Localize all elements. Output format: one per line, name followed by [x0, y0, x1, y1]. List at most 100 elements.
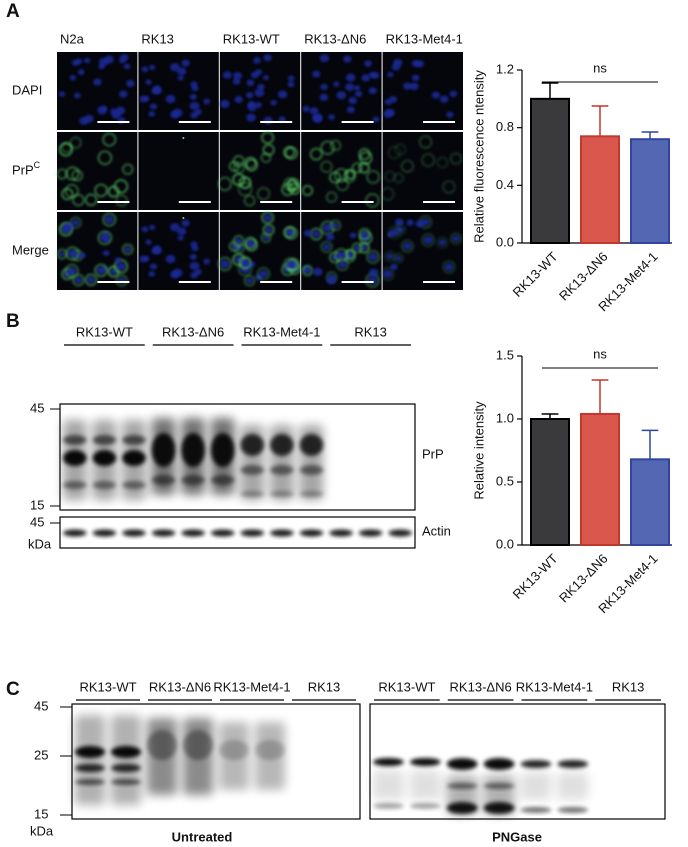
- blot-band: [111, 746, 141, 758]
- significance-label: ns: [593, 346, 607, 361]
- micrograph: [57, 52, 138, 130]
- nucleus: [189, 93, 197, 100]
- nucleus: [116, 262, 126, 271]
- blot-band: [181, 433, 205, 467]
- nucleus: [235, 237, 243, 245]
- prp-stain: [122, 243, 134, 255]
- nucleus: [360, 231, 369, 238]
- prp-stain: [58, 142, 73, 157]
- prp-stain: [301, 184, 314, 197]
- nucleus: [254, 101, 262, 108]
- prp-stain: [380, 187, 395, 201]
- nucleus: [285, 229, 293, 236]
- blot-smear: [75, 715, 105, 805]
- blot-band: [92, 450, 117, 466]
- nucleus: [222, 71, 232, 79]
- prp-stain: [449, 232, 463, 245]
- prp-stain: [182, 137, 185, 139]
- prp-stain: [260, 152, 272, 163]
- prp-stain: [61, 188, 74, 201]
- nucleus: [263, 214, 272, 222]
- nucleus: [165, 94, 176, 104]
- marker-label: 45: [34, 698, 48, 713]
- blot-band: [75, 764, 105, 772]
- micrograph: [301, 52, 382, 130]
- lane-group-label: RK13: [354, 324, 387, 339]
- nucleus: [176, 67, 187, 76]
- nucleus: [141, 226, 149, 233]
- marker-label: 45: [30, 400, 44, 415]
- nucleus: [347, 251, 354, 257]
- blot-band: [483, 758, 515, 770]
- nucleus: [104, 55, 114, 64]
- nucleus: [189, 261, 200, 271]
- marker-label: 15: [34, 806, 48, 821]
- bar: [630, 458, 670, 547]
- nucleus: [406, 219, 414, 226]
- prp-stain: [301, 264, 314, 277]
- prp-stain: [72, 273, 85, 287]
- nucleus: [234, 96, 243, 104]
- nucleus: [343, 55, 352, 63]
- prp-stain: [233, 162, 245, 174]
- prp-stain: [283, 146, 296, 159]
- micrograph-bg: [138, 132, 219, 210]
- prp-stain: [262, 143, 275, 156]
- micrograph: [301, 132, 382, 210]
- blot-band: [373, 803, 404, 809]
- nucleus: [74, 276, 83, 284]
- y-tick-label: 0.5: [496, 473, 514, 488]
- nucleus: [287, 75, 295, 82]
- nucleus: [322, 243, 331, 251]
- nucleus: [181, 219, 190, 227]
- blot-band: [111, 779, 141, 785]
- nucleus: [333, 81, 340, 87]
- western-blot: [369, 703, 666, 820]
- blot-band: [240, 434, 265, 456]
- blot-band: [62, 481, 87, 489]
- blot-band: [92, 481, 117, 489]
- prp-stain: [283, 226, 296, 239]
- nucleus: [309, 107, 319, 115]
- blot-band: [62, 450, 87, 466]
- prp-stain: [239, 257, 252, 270]
- prp-stain: [239, 177, 252, 190]
- y-axis-label: Relative intensity: [471, 401, 486, 500]
- nucleus: [390, 228, 399, 237]
- nucleus: [263, 116, 273, 125]
- prp-stain: [358, 228, 371, 241]
- prp-stain: [442, 260, 456, 274]
- nucleus: [170, 110, 180, 119]
- nucleus: [119, 90, 128, 98]
- prp-stain: [365, 193, 380, 208]
- prp-stain: [237, 181, 253, 197]
- blot-band: [62, 435, 87, 445]
- nucleus: [354, 90, 363, 97]
- significance-label: ns: [593, 60, 607, 75]
- nucleus: [387, 72, 394, 78]
- blot-label: Actin: [422, 523, 451, 538]
- prp-stain: [366, 170, 380, 184]
- nucleus: [278, 116, 286, 123]
- nucleus: [102, 250, 110, 256]
- nucleus: [123, 63, 131, 70]
- prp-stain: [65, 246, 80, 261]
- nucleus: [220, 259, 230, 269]
- nucleus: [367, 276, 378, 285]
- prp-stain: [400, 239, 414, 253]
- prp-stain: [232, 155, 245, 167]
- nucleus: [104, 215, 114, 224]
- nucleus: [97, 106, 107, 115]
- prp-stain: [336, 258, 349, 272]
- y-tick-label: 1.5: [496, 347, 514, 362]
- blot-band: [446, 802, 478, 814]
- prp-stain: [358, 148, 371, 161]
- nucleus: [67, 267, 77, 276]
- nucleus: [360, 245, 368, 251]
- nucleus: [253, 57, 261, 64]
- actin-blot: [59, 516, 416, 549]
- prp-stain: [65, 166, 80, 181]
- nucleus: [303, 229, 312, 237]
- nucleus: [372, 116, 380, 123]
